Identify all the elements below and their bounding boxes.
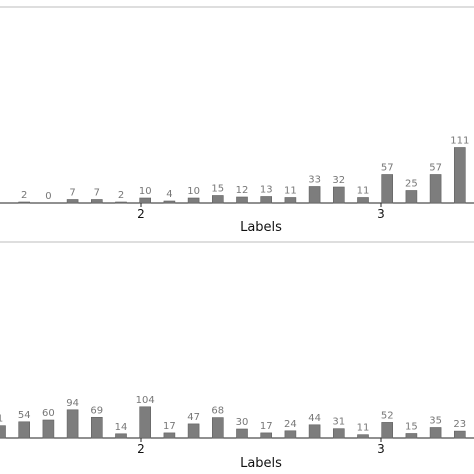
bottom-bar-data-label: 17 <box>163 421 176 432</box>
bottom-bar <box>260 432 273 439</box>
top-bar-data-label: 57 <box>381 163 394 174</box>
top-bar <box>212 195 224 204</box>
top-bar-data-label: 25 <box>405 179 418 190</box>
top-bar <box>429 174 442 204</box>
bottom-bar <box>187 423 200 439</box>
bottom-bar-data-label: 23 <box>453 419 466 430</box>
top-bar-data-label: 13 <box>260 185 273 196</box>
bottom-bar <box>91 416 103 439</box>
bottom-x-axis-label: Labels <box>240 456 282 471</box>
top-bar-data-label: 2 <box>118 190 124 201</box>
top-x-tick-label: 2 <box>137 207 145 221</box>
top-bar <box>260 196 273 204</box>
bottom-bar <box>284 430 297 439</box>
top-bar-data-label: 10 <box>139 186 152 197</box>
bottom-bar-data-label: 31 <box>332 417 345 428</box>
top-bar <box>381 174 394 204</box>
top-bar <box>332 186 345 204</box>
bottom-bar-data-label: 104 <box>136 395 155 406</box>
bottom-bar-chart: 1546094691410417476830172444311152153523… <box>0 395 474 456</box>
bottom-bar-data-label: 1 <box>0 414 3 425</box>
bottom-bar-data-label: 94 <box>66 398 79 409</box>
top-bar-data-label: 32 <box>332 175 345 186</box>
bottom-x-tick-label: 2 <box>137 442 145 456</box>
bottom-bar-data-label: 17 <box>260 421 273 432</box>
bottom-bar <box>453 430 466 439</box>
bottom-bar <box>405 433 418 439</box>
top-bar <box>284 197 297 204</box>
top-bar-data-label: 7 <box>69 188 75 199</box>
top-bar <box>91 199 103 204</box>
bottom-bar <box>115 433 127 439</box>
top-bar-data-label: 11 <box>284 186 297 197</box>
top-bar-data-label: 12 <box>236 185 249 196</box>
bottom-bar-data-label: 44 <box>308 413 321 424</box>
top-x-tick-label: 3 <box>377 207 385 221</box>
bottom-bar <box>163 432 176 439</box>
top-bar-data-label: 0 <box>45 191 51 202</box>
bottom-bar-data-label: 35 <box>429 416 442 427</box>
top-bar-chart: 207721041015121311333211572557111623 <box>0 136 474 221</box>
bottom-x-tick-label: 3 <box>377 442 385 456</box>
bottom-bar <box>0 425 6 439</box>
top-chart-frame <box>0 6 474 243</box>
bottom-bar-data-label: 24 <box>284 419 297 430</box>
top-bar <box>405 190 418 204</box>
top-bar <box>66 199 79 204</box>
top-bar-data-label: 33 <box>308 175 321 186</box>
bottom-bar <box>308 424 321 439</box>
bottom-bar <box>357 434 369 439</box>
top-bar <box>163 200 176 204</box>
top-bar <box>115 201 127 204</box>
bottom-bar <box>42 419 55 439</box>
top-bar <box>18 201 31 204</box>
bottom-bar <box>236 428 248 439</box>
top-bar-data-label: 7 <box>94 188 100 199</box>
bottom-bar <box>429 427 442 439</box>
bottom-bar-data-label: 52 <box>381 410 394 421</box>
bottom-bar <box>212 417 224 439</box>
bottom-bar-data-label: 15 <box>405 422 418 433</box>
top-bar <box>453 147 466 204</box>
top-bar-data-label: 57 <box>429 163 442 174</box>
bottom-bar-data-label: 47 <box>187 412 200 423</box>
top-x-axis-label: Labels <box>240 220 282 235</box>
bottom-bar <box>381 422 394 439</box>
bottom-bar-data-label: 60 <box>42 408 55 419</box>
top-bar-data-label: 10 <box>187 186 200 197</box>
bottom-bar-data-label: 14 <box>115 422 128 433</box>
bottom-bar <box>139 406 151 439</box>
bottom-bar-data-label: 11 <box>357 423 370 434</box>
bottom-bar <box>18 421 31 439</box>
bottom-bar-data-label: 54 <box>18 410 31 421</box>
top-bar <box>308 186 321 204</box>
bottom-bar-data-label: 68 <box>211 406 224 417</box>
top-bar <box>236 196 248 204</box>
top-bar <box>357 197 369 204</box>
bottom-bar <box>66 409 79 439</box>
top-bar-data-label: 4 <box>166 189 172 200</box>
bottom-chart-frame <box>0 241 474 243</box>
top-bar <box>187 197 200 204</box>
top-bar-data-label: 111 <box>450 136 469 147</box>
top-bar-data-label: 15 <box>211 184 224 195</box>
bottom-bar-data-label: 69 <box>90 405 103 416</box>
top-bar-data-label: 2 <box>21 190 27 201</box>
top-bar-data-label: 11 <box>357 186 370 197</box>
bottom-bar <box>332 428 345 439</box>
bottom-bar-data-label: 30 <box>236 417 249 428</box>
top-bar <box>139 197 151 204</box>
